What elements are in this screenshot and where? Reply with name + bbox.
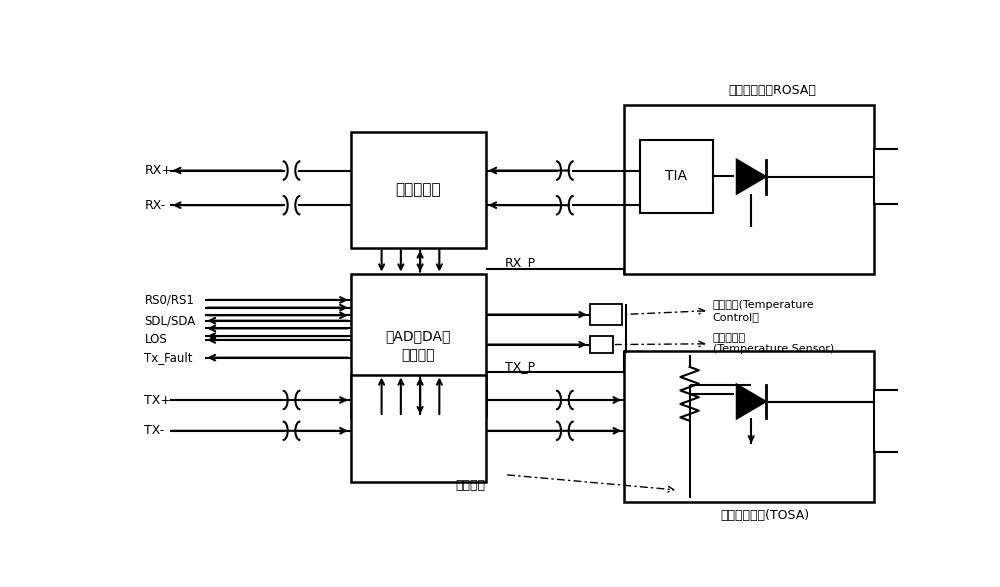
Text: LOS: LOS — [144, 333, 167, 346]
Text: (Temperature Sensor): (Temperature Sensor) — [713, 344, 834, 354]
Text: TX+: TX+ — [144, 393, 171, 407]
Text: RX-: RX- — [144, 198, 166, 212]
Text: 限幅放大器: 限幅放大器 — [395, 183, 441, 197]
Bar — [590, 303, 622, 325]
Text: 微处理器: 微处理器 — [401, 348, 435, 362]
Text: TX-: TX- — [144, 424, 165, 437]
Polygon shape — [737, 384, 766, 419]
Bar — [874, 390, 904, 451]
Bar — [351, 375, 486, 483]
Polygon shape — [737, 160, 766, 194]
Bar — [624, 105, 874, 275]
Text: 加热电阵: 加热电阵 — [455, 478, 485, 491]
Text: 温度传感器: 温度传感器 — [713, 333, 746, 343]
Bar — [874, 149, 904, 204]
Text: RX+: RX+ — [144, 164, 172, 177]
Text: RX_P: RX_P — [505, 257, 536, 269]
Text: SDL/SDA: SDL/SDA — [144, 314, 196, 327]
Bar — [351, 132, 486, 248]
Text: 温度控制(Temperature: 温度控制(Temperature — [713, 301, 814, 311]
Text: 带AD，DA的: 带AD，DA的 — [385, 329, 451, 343]
Bar — [590, 336, 613, 353]
Text: 光接收组件（ROSA）: 光接收组件（ROSA） — [728, 85, 816, 97]
Bar — [624, 352, 874, 502]
Text: TX_P: TX_P — [505, 360, 535, 373]
Text: Tx_Fault: Tx_Fault — [144, 351, 193, 364]
Text: Control）: Control） — [713, 312, 760, 322]
Bar — [640, 140, 713, 213]
Text: RS0/RS1: RS0/RS1 — [144, 294, 194, 306]
Text: TIA: TIA — [665, 169, 687, 183]
Text: 激光发射组件(TOSA): 激光发射组件(TOSA) — [720, 510, 809, 522]
Bar — [351, 275, 486, 417]
